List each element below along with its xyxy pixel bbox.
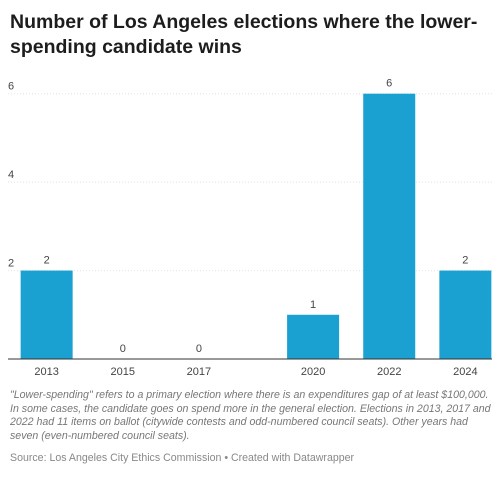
x-tick-label-2017: 2017 bbox=[187, 366, 211, 378]
y-tick-label: 2 bbox=[8, 258, 14, 270]
data-labels: 2 0 0 1 6 2 bbox=[44, 78, 469, 355]
data-label-2015: 0 bbox=[120, 343, 126, 355]
bar-2022 bbox=[363, 93, 416, 359]
data-label-2022: 6 bbox=[386, 78, 392, 90]
data-label-2024: 2 bbox=[462, 255, 468, 267]
y-tick-label: 6 bbox=[8, 81, 14, 93]
bar-2024 bbox=[439, 270, 492, 359]
bar-2020 bbox=[287, 314, 340, 359]
bar-2013 bbox=[20, 270, 73, 359]
x-tick-label-2022: 2022 bbox=[377, 366, 401, 378]
x-tick-label-2015: 2015 bbox=[111, 366, 135, 378]
bars bbox=[20, 93, 492, 359]
x-tick-label-2013: 2013 bbox=[34, 366, 58, 378]
chart-note: "Lower-spending" refers to a primary ele… bbox=[10, 389, 491, 442]
chart-source: Source: Los Angeles City Ethics Commissi… bbox=[10, 452, 355, 464]
y-tick-label: 4 bbox=[8, 169, 14, 181]
gridlines bbox=[8, 93, 492, 272]
x-axis-ticks: 2013 2015 2017 2020 2022 2024 bbox=[34, 366, 477, 378]
x-tick-label-2020: 2020 bbox=[301, 366, 325, 378]
data-label-2017: 0 bbox=[196, 343, 202, 355]
data-label-2020: 1 bbox=[310, 299, 316, 311]
y-axis-ticks: 2 4 6 bbox=[8, 81, 14, 270]
data-label-2013: 2 bbox=[44, 255, 50, 267]
x-tick-label-2024: 2024 bbox=[453, 366, 477, 378]
chart-title: Number of Los Angeles elections where th… bbox=[10, 11, 478, 58]
